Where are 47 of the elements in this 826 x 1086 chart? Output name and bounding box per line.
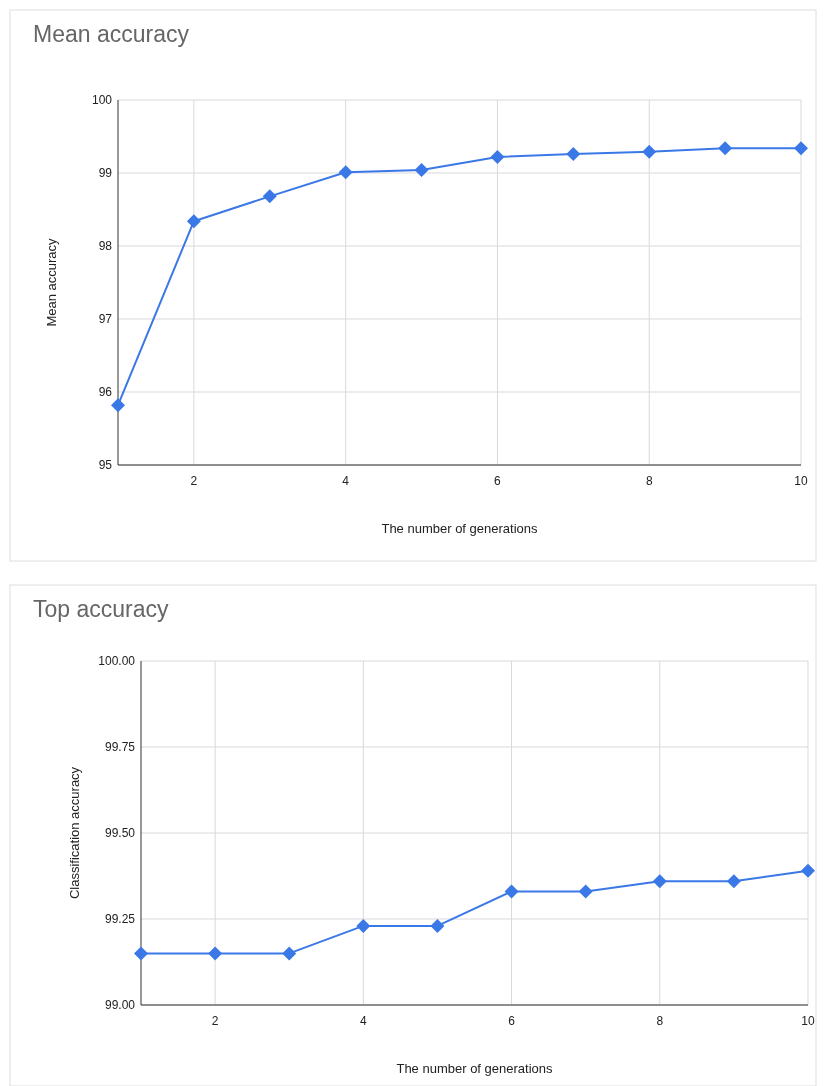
x-tick-label: 8 — [656, 1014, 664, 1028]
x-tick-label: 6 — [494, 474, 502, 488]
y-tick-label: 99 — [98, 166, 113, 181]
point — [718, 141, 733, 156]
point — [652, 874, 667, 889]
point — [111, 398, 125, 413]
x-tick-label: 10 — [794, 474, 808, 488]
point — [801, 863, 815, 878]
x-tick-label: 10 — [801, 1014, 815, 1028]
x-axis-title: The number of generations — [381, 521, 539, 536]
point — [504, 884, 519, 899]
point — [430, 918, 445, 933]
point — [566, 147, 581, 162]
x-tick-label: 2 — [190, 474, 198, 488]
point — [208, 946, 223, 961]
chart-title: Top accuracy — [33, 596, 170, 622]
y-tick-label: 99.50 — [104, 826, 136, 841]
y-tick-label: 95 — [98, 458, 113, 473]
y-tick-label: 96 — [98, 385, 113, 400]
point — [794, 141, 808, 156]
point — [642, 144, 657, 159]
x-tick-label: 2 — [211, 1014, 219, 1028]
point — [338, 165, 353, 180]
point — [490, 149, 505, 164]
point — [134, 946, 148, 961]
y-axis-title: Classification accuracy — [67, 766, 82, 900]
y-tick-label: 99.00 — [104, 998, 136, 1013]
x-axis-title: The number of generations — [396, 1061, 554, 1076]
x-tick-label: 4 — [359, 1014, 367, 1028]
x-tick-label: 8 — [645, 474, 653, 488]
point — [262, 189, 277, 204]
point — [282, 946, 297, 961]
point — [356, 918, 371, 933]
point — [414, 163, 429, 178]
chart-title: Mean accuracy — [33, 21, 190, 47]
y-tick-label: 98 — [98, 239, 113, 254]
point — [578, 884, 593, 899]
y-tick-label: 100 — [91, 93, 113, 108]
point — [186, 214, 201, 229]
y-tick-label: 99.25 — [104, 912, 136, 927]
y-tick-label: 100.00 — [98, 654, 136, 669]
point — [726, 874, 741, 889]
y-tick-label: 99.75 — [104, 740, 136, 755]
x-tick-label: 6 — [508, 1014, 516, 1028]
y-axis-title: Mean accuracy — [44, 237, 59, 327]
y-tick-label: 97 — [98, 312, 113, 327]
x-tick-label: 4 — [342, 474, 350, 488]
